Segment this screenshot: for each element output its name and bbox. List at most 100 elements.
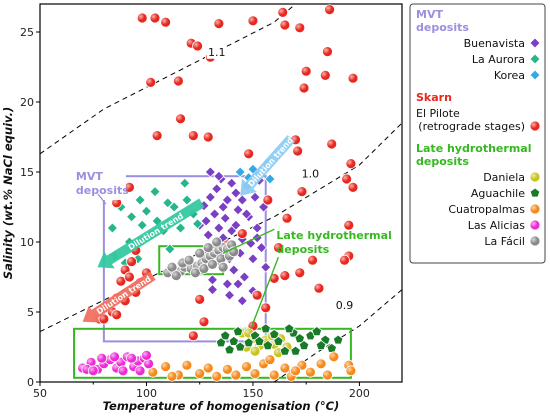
point-buenavista [232,204,244,216]
point-buenavista [206,284,219,296]
field-label-leader [222,228,275,254]
point-el-pilote-retrograde-stages-shine [173,76,184,86]
y-tick-label: 25 [20,26,34,39]
point-aguachile [220,330,231,341]
point-la-aurora [162,197,174,209]
point-buenavista [238,271,250,283]
point-aguachile [234,341,246,352]
point-buenavista [226,177,238,189]
point-buenavista [223,289,236,301]
point-el-pilote-retrograde-stages-shine [279,270,290,281]
point-el-pilote-retrograde-stages-shine [247,15,258,26]
point-buenavista [219,212,231,224]
point-el-pilote-retrograde-stages-shine [175,113,186,124]
point-la-aurora [134,194,146,206]
point-el-pilote-retrograde-stages-shine [188,330,199,341]
point-aguachile [273,335,284,346]
point-aguachile [260,323,271,334]
point-korea [264,173,276,185]
y-tick-label: 20 [20,96,34,109]
y-tick-label: 5 [27,306,34,319]
point-aguachile [232,326,244,336]
contour-label-1-0: 1.0 [302,168,320,181]
point-el-pilote-retrograde-stages-shine [345,158,356,169]
point-el-pilote-retrograde-stages-shine [277,7,288,18]
point-cuatropalmas-shine [230,370,241,380]
point-buenavista [240,208,253,220]
legend-marker-el-pilote-retrograde-stages-shine [530,121,540,131]
point-buenavista [213,170,225,182]
point-las-alicias-shine [135,365,146,376]
legend-label-daniela: Daniela [483,171,525,184]
legend-marker-la-facil-shine [530,236,540,246]
point-el-pilote-retrograde-stages-shine [279,20,290,30]
contour-label-0-9: 0.9 [336,299,354,312]
legend-label-buenavista: Buenavista [464,37,525,50]
point-buenavista [228,264,240,276]
legend-heading-mvt-deposits: MVT deposits [416,8,469,34]
point-aguachile [294,333,305,343]
point-la-facil-shine [190,267,201,278]
x-axis-title: Temperature of homogenisation (°C) [103,399,340,413]
point-el-pilote-retrograde-stages-shine [137,13,148,23]
point-el-pilote-retrograde-stages-shine [341,174,352,184]
legend-label-cuatropalmas: Cuatropalmas [448,203,525,216]
point-la-aurora [179,177,191,189]
point-cuatropalmas-shine [345,365,356,376]
point-la-facil-shine [198,263,209,274]
point-buenavista [211,183,223,195]
point-aguachile [262,340,274,350]
legend-heading-skarn: Skarn [416,91,452,104]
point-buenavista [200,215,212,227]
point-daniela-shine [250,346,261,357]
field-label-leader [97,193,107,205]
point-aguachile [290,345,301,356]
point-cuatropalmas-shine [305,367,316,378]
dilution-arrow [82,271,156,323]
point-cuatropalmas-shine [167,371,178,382]
x-tick-label: 50 [33,387,47,400]
contour-label-bg [206,45,227,59]
point-aguachile [243,337,254,348]
point-buenavista [232,278,244,290]
point-el-pilote-retrograde-stages-shine [160,17,171,28]
point-el-pilote-retrograde-stages-shine [282,213,293,224]
legend-label-la-aurora: La Aurora [472,53,525,66]
point-cuatropalmas-shine [181,360,192,371]
point-el-pilote-retrograde-stages-shine [313,283,324,294]
contour-label-bg [300,167,321,181]
point-aguachile [228,335,239,346]
point-el-pilote-retrograde-stages-shine [324,4,335,15]
point-aguachile [315,340,327,350]
point-la-aurora [125,211,138,223]
point-buenavista [230,219,242,231]
point-el-pilote-retrograde-stages-shine [192,41,203,51]
point-buenavista [247,253,259,265]
point-las-alicias-shine [118,365,129,376]
point-la-facil-shine [203,242,214,253]
point-buenavista [260,261,272,273]
point-cuatropalmas-shine [211,371,222,382]
point-cuatropalmas-shine [222,364,233,375]
point-el-pilote-retrograde-stages-shine [194,294,205,305]
point-buenavista [202,229,214,241]
point-la-aurora [174,222,187,234]
legend-marker-daniela-shine [530,172,540,182]
point-la-aurora [192,218,204,230]
point-el-pilote-retrograde-stages-shine [152,130,163,141]
legend-marker-cuatropalmas-shine [530,204,540,214]
point-la-aurora [168,201,180,213]
point-la-facil-shine [167,262,178,273]
point-el-pilote-retrograde-stages-shine [260,302,271,313]
x-tick-label: 100 [136,387,157,400]
legend-label-aguachile: Aguachile [471,187,525,200]
legend-label-el-pilote-retrograde-stages: El Pilote (retrograde stages) [416,107,525,133]
point-cuatropalmas-shine [203,363,214,373]
field-labels: 1.1 1.0 0.9 MVT deposits Late hydrothermal dep… [69,45,392,330]
point-la-aurora [149,186,161,198]
point-el-pilote-retrograde-stages-shine [126,256,137,267]
point-buenavista [249,191,261,203]
y-tick-label: 15 [20,166,34,179]
point-buenavista [221,278,233,290]
